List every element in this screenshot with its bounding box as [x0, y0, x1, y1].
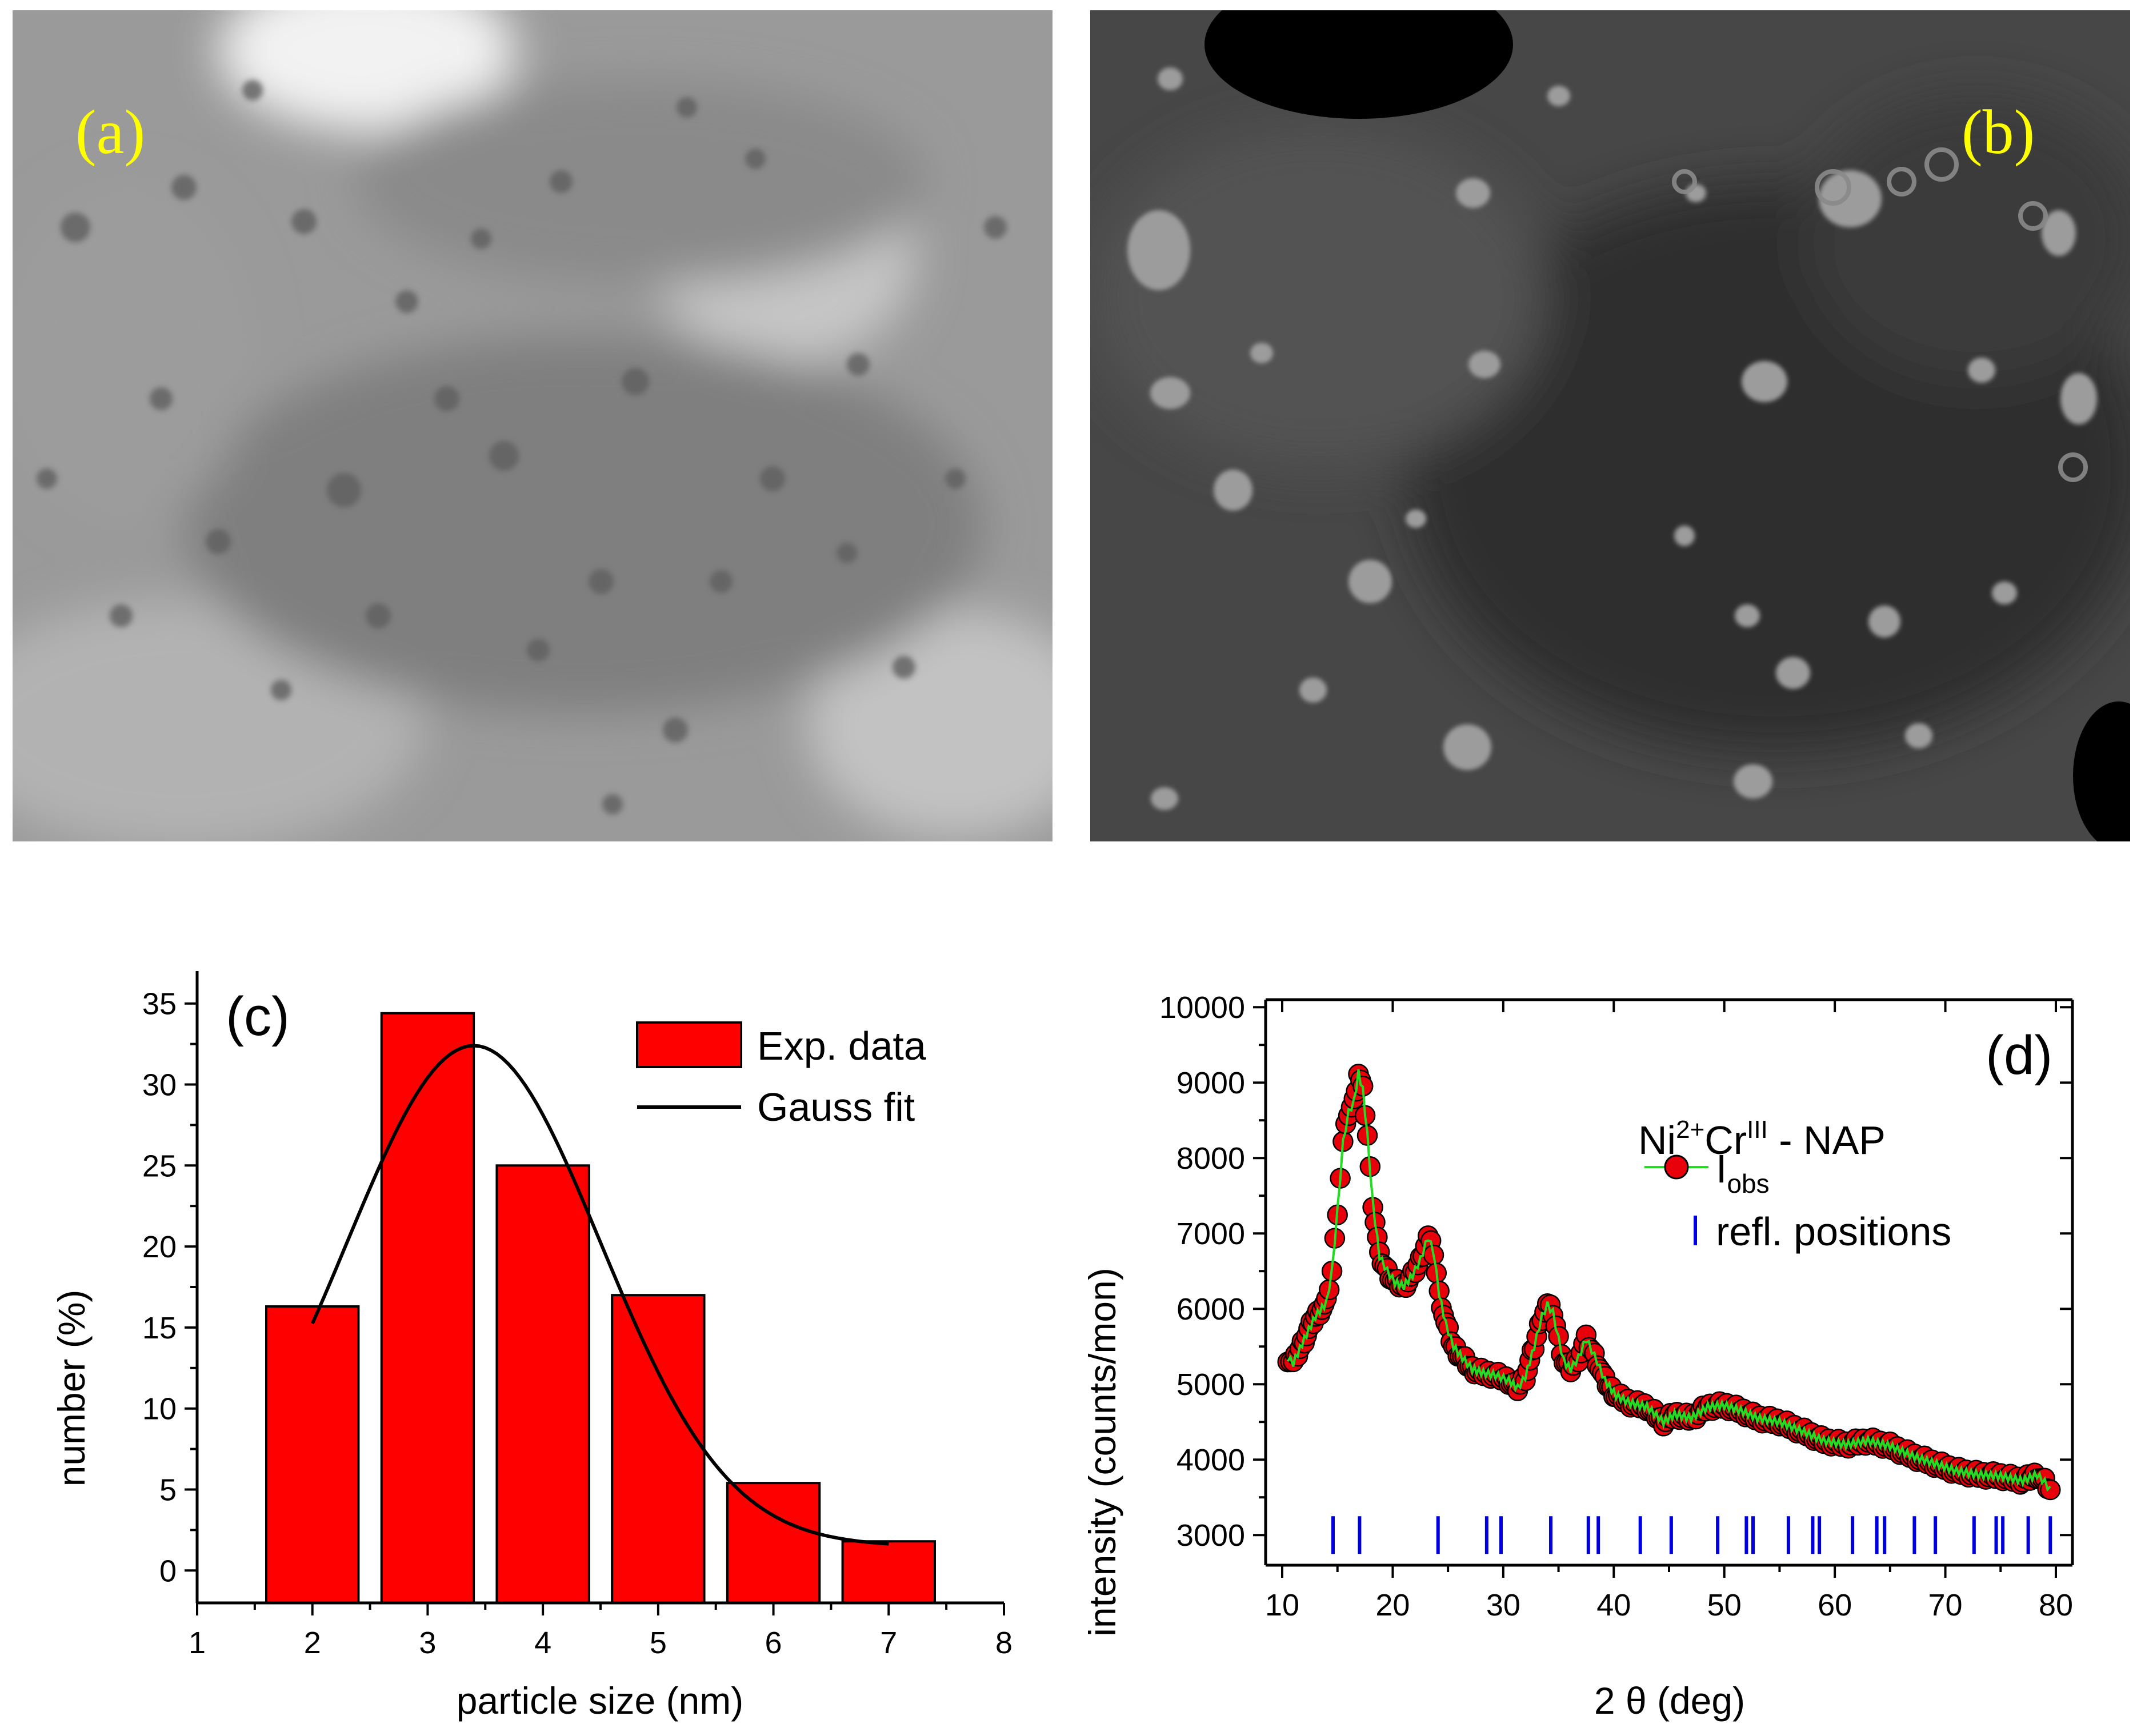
panel-d-label: (d): [1986, 1025, 2052, 1086]
chart-c-ytick-label: 35: [142, 987, 177, 1021]
chart-c-xtick-label: 1: [189, 1626, 206, 1660]
legend-obs-marker: [1664, 1154, 1689, 1180]
histogram-bar: [611, 1294, 706, 1604]
chart-d-ylabel: intensity (counts/mon): [1081, 1268, 1123, 1637]
chart-d-xtick-label: 30: [1486, 1588, 1520, 1622]
micrograph-b: (b): [1090, 10, 2130, 841]
legend-refl-label: refl. positions: [1716, 1209, 1951, 1254]
chart-c-xtick-label: 4: [534, 1626, 551, 1660]
chart-d-ytick-label: 4000: [1176, 1443, 1245, 1477]
legend-exp-swatch: [636, 1021, 742, 1068]
xrd-chart: 10 20 30 40 50 60 70 80 3000 4000 5000 6000 7000 8000…: [1068, 903, 2137, 1736]
panel-b-label: (b): [1962, 97, 2035, 167]
reflection-ticks: [1331, 1516, 2052, 1554]
chart-d-ytick-label: 8000: [1176, 1141, 1245, 1176]
chart-d-ytick-label: 7000: [1176, 1217, 1245, 1251]
chart-d-xtick-label: 80: [2039, 1588, 2073, 1622]
particle-size-chart: 1 2 3 4 5 6 7 8 0 5 10 15 20 25 30 35 (c) Exp. data Gau…: [0, 903, 1068, 1736]
chart-c-xtick-label: 6: [765, 1626, 782, 1660]
chart-c-xtick-label: 2: [304, 1626, 321, 1660]
chart-d-xtick-label: 70: [1928, 1588, 1963, 1622]
chart-d-ytick-label: 9000: [1176, 1066, 1245, 1100]
chart-d-ytick-label: 6000: [1176, 1292, 1245, 1326]
chart-d-xtick-label: 50: [1707, 1588, 1742, 1622]
sample-label: Ni2+CrIII - NAP: [1638, 1116, 1886, 1162]
legend-fit-label: Gauss fit: [757, 1085, 915, 1129]
histogram-bar: [380, 1012, 475, 1605]
chart-c-xlabel: particle size (nm): [457, 1679, 743, 1722]
chart-c-xtick-label: 3: [419, 1626, 436, 1660]
chart-d-ytick-label: 10000: [1159, 991, 1245, 1025]
chart-c-ytick-label: 20: [142, 1230, 177, 1264]
micrograph-a: (a): [13, 10, 1053, 841]
legend-exp-label: Exp. data: [757, 1024, 926, 1068]
chart-d-axes: 10 20 30 40 50 60 70 80 3000 4000 5000 6000 7000 8000…: [1159, 991, 2074, 1622]
panel-a-label: (a): [75, 97, 146, 167]
chart-c-ytick-label: 25: [142, 1149, 177, 1183]
chart-d-xtick-label: 40: [1596, 1588, 1631, 1622]
histogram-bar: [841, 1540, 936, 1604]
gauss-fit-curve: [310, 1044, 889, 1546]
histogram-bars: [265, 1012, 936, 1605]
chart-c-xtick-label: 7: [880, 1626, 897, 1660]
iobs-line-overlay: [1287, 1069, 2051, 1492]
histogram-bar: [495, 1164, 590, 1604]
chart-c-ytick-label: 0: [159, 1554, 177, 1588]
chart-d-ytick-label: 3000: [1176, 1518, 1245, 1553]
chart-c-axes: 1 2 3 4 5 6 7 8 0 5 10 15 20 25 30 35: [142, 971, 1013, 1660]
chart-d-xtick-label: 60: [1818, 1588, 1852, 1622]
chart-c-xtick-label: 8: [995, 1626, 1013, 1660]
histogram-bar: [265, 1305, 360, 1604]
chart-d-xtick-label: 20: [1375, 1588, 1410, 1622]
chart-c-ytick-label: 5: [159, 1473, 177, 1507]
histogram-bar: [726, 1482, 821, 1605]
legend-obs-label: Iobs: [1716, 1146, 1770, 1198]
chart-c-xtick-label: 5: [650, 1626, 667, 1660]
chart-c-ytick-label: 15: [142, 1311, 177, 1345]
chart-c-ytick-label: 10: [142, 1392, 177, 1426]
chart-c-ytick-label: 30: [142, 1068, 177, 1102]
chart-c-ylabel: number (%): [50, 1290, 93, 1487]
chart-d-ytick-label: 5000: [1176, 1368, 1245, 1402]
chart-d-xlabel: 2 θ (deg): [1594, 1679, 1745, 1722]
panel-c-label: (c): [226, 986, 290, 1047]
chart-d-xtick-label: 10: [1265, 1588, 1299, 1622]
